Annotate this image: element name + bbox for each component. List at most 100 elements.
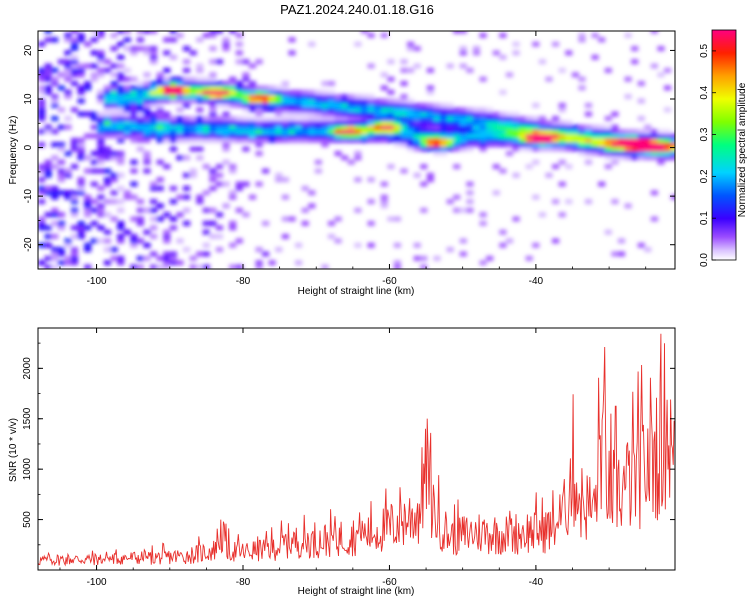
heatmap-cell	[657, 142, 665, 148]
heatmap-cell	[374, 129, 382, 135]
heatmap-cell	[604, 155, 612, 161]
heatmap-cell	[262, 251, 270, 257]
heatmap-cell	[275, 177, 283, 183]
heatmap-cell	[255, 264, 263, 269]
heatmap-cell	[472, 129, 481, 135]
heatmap-cell	[354, 242, 362, 248]
spectrogram-y-axis-label: Frequency (Hz)	[8, 116, 19, 185]
heatmap-cell	[387, 120, 395, 126]
heatmap-cell	[103, 181, 112, 187]
heatmap-cell	[130, 124, 138, 130]
heatmap-cell	[196, 199, 204, 205]
heatmap-cell	[163, 116, 171, 121]
heatmap-cell	[163, 212, 171, 218]
heatmap-cell	[644, 133, 652, 139]
heatmap-cell	[486, 107, 494, 113]
heatmap-cell	[136, 116, 144, 121]
heatmap-cell	[143, 137, 151, 143]
heatmap-cell	[584, 129, 593, 135]
heatmap-cell	[123, 111, 131, 117]
heatmap-cell	[123, 190, 131, 196]
heatmap-cell	[143, 107, 151, 113]
heatmap-cell	[393, 120, 401, 126]
heatmap-cell	[97, 116, 105, 121]
heatmap-cell	[314, 102, 322, 108]
heatmap-cell	[295, 89, 303, 95]
heatmap-cell	[64, 168, 72, 174]
heatmap-cell	[624, 155, 632, 161]
heatmap-cell	[347, 124, 355, 130]
heatmap-cell	[334, 116, 342, 121]
heatmap-cell	[604, 151, 612, 156]
heatmap-cell	[374, 111, 382, 117]
heatmap-cell	[617, 146, 626, 152]
heatmap-cell	[617, 151, 626, 156]
heatmap-cell	[189, 76, 197, 82]
heatmap-cell	[367, 129, 375, 135]
heatmap-cell	[466, 142, 474, 148]
heatmap-cell	[453, 137, 461, 143]
heatmap-cell	[248, 107, 257, 113]
heatmap-cell	[202, 85, 210, 91]
snr-x-ticks: -100 -80 -60 -40	[59, 328, 647, 588]
heatmap-cell	[110, 72, 118, 78]
heatmap-cell	[77, 32, 85, 38]
heatmap-cell	[57, 247, 65, 253]
heatmap-cell	[288, 50, 296, 56]
heatmap-cell	[84, 155, 92, 161]
heatmap-cell	[143, 116, 151, 121]
heatmap-cell	[367, 32, 375, 38]
heatmap-cell	[321, 264, 329, 269]
heatmap-cell	[143, 242, 151, 248]
heatmap-cell	[314, 137, 322, 143]
heatmap-cell	[308, 94, 316, 100]
heatmap-cell	[268, 116, 276, 121]
heatmap-cell	[525, 129, 533, 135]
heatmap-cell	[624, 129, 632, 135]
heatmap-cell	[532, 129, 540, 135]
heatmap-cell	[123, 31, 131, 34]
heatmap-cell	[367, 98, 375, 104]
heatmap-cell	[552, 164, 560, 170]
heatmap-cell	[136, 89, 144, 95]
heatmap-cell	[281, 137, 289, 143]
heatmap-cell	[169, 116, 177, 121]
heatmap-cell	[136, 146, 144, 152]
heatmap-cell	[591, 129, 599, 135]
heatmap-cell	[538, 124, 546, 130]
heatmap-cell	[97, 54, 105, 60]
heatmap-cell	[637, 242, 645, 248]
heatmap-cell	[97, 72, 105, 78]
heatmap-cell	[354, 129, 362, 135]
heatmap-cell	[275, 133, 283, 139]
heatmap-cell	[130, 102, 138, 108]
heatmap-cell	[611, 137, 619, 143]
heatmap-cell	[64, 67, 72, 73]
heatmap-cell	[558, 120, 566, 126]
heatmap-cell	[367, 137, 375, 143]
heatmap-cell	[400, 81, 408, 86]
heatmap-cell	[183, 85, 191, 91]
heatmap-cell	[143, 168, 151, 174]
heatmap-cell	[512, 124, 520, 130]
heatmap-cell	[650, 63, 658, 69]
heatmap-cell	[38, 177, 46, 183]
heatmap-cell	[38, 72, 46, 78]
heatmap-cell	[44, 76, 52, 82]
heatmap-cell	[393, 102, 401, 108]
heatmap-cell	[552, 129, 560, 135]
heatmap-cell	[472, 46, 481, 52]
heatmap-cell	[499, 229, 507, 235]
heatmap-cell	[143, 94, 151, 100]
heatmap-cell	[176, 107, 184, 113]
heatmap-cell	[459, 116, 467, 121]
heatmap-cell	[466, 199, 474, 205]
heatmap-cell	[57, 220, 65, 226]
heatmap-cell	[327, 124, 336, 130]
heatmap-cell	[235, 120, 243, 126]
heatmap-cell	[393, 260, 401, 266]
heatmap-cell	[209, 133, 217, 139]
heatmap-cell	[202, 81, 210, 86]
heatmap-cell	[459, 111, 467, 117]
heatmap-cell	[90, 151, 98, 156]
